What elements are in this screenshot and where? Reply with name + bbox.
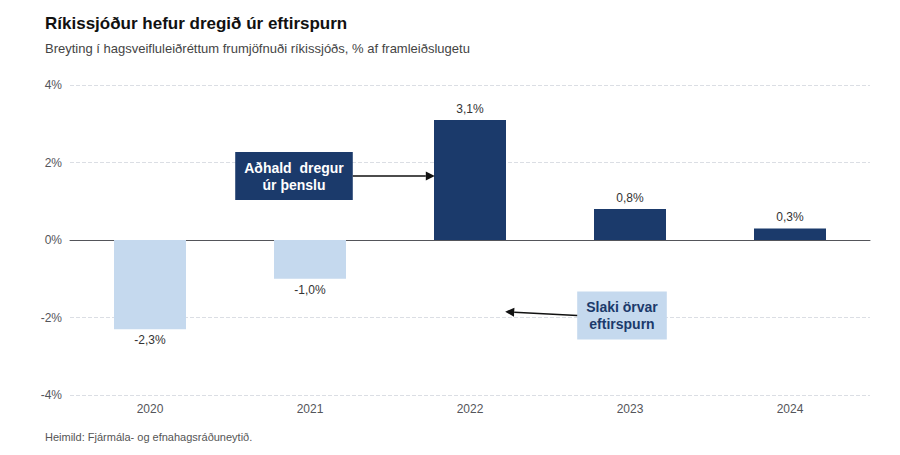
svg-text:Slaki örvar: Slaki örvar	[586, 299, 658, 315]
svg-text:2022: 2022	[457, 402, 484, 416]
svg-text:2024: 2024	[777, 402, 804, 416]
svg-text:4%: 4%	[45, 78, 63, 92]
svg-text:úr þenslu: úr þenslu	[262, 177, 325, 193]
svg-text:eftirspurn: eftirspurn	[589, 316, 654, 332]
svg-text:0,8%: 0,8%	[616, 191, 644, 205]
svg-text:0%: 0%	[45, 233, 63, 247]
svg-text:-1,0%: -1,0%	[294, 283, 326, 297]
svg-text:2020: 2020	[137, 402, 164, 416]
svg-text:2%: 2%	[45, 156, 63, 170]
svg-text:Aðhald dregur: Aðhald dregur	[244, 160, 344, 176]
svg-text:2021: 2021	[297, 402, 324, 416]
svg-text:2023: 2023	[617, 402, 644, 416]
svg-text:-2,3%: -2,3%	[134, 333, 166, 347]
svg-text:-4%: -4%	[41, 388, 63, 402]
svg-text:Ríkissjóður hefur dregið úr ef: Ríkissjóður hefur dregið úr eftirspurn	[45, 14, 347, 33]
svg-text:Heimild: Fjármála- og efnahags: Heimild: Fjármála- og efnahagsráðuneytið…	[45, 431, 252, 443]
svg-text:0,3%: 0,3%	[776, 210, 804, 224]
svg-text:-2%: -2%	[41, 311, 63, 325]
svg-text:Breyting í hagsveifluleiðréttu: Breyting í hagsveifluleiðréttum frumjöfn…	[45, 41, 470, 56]
svg-text:3,1%: 3,1%	[456, 102, 484, 116]
